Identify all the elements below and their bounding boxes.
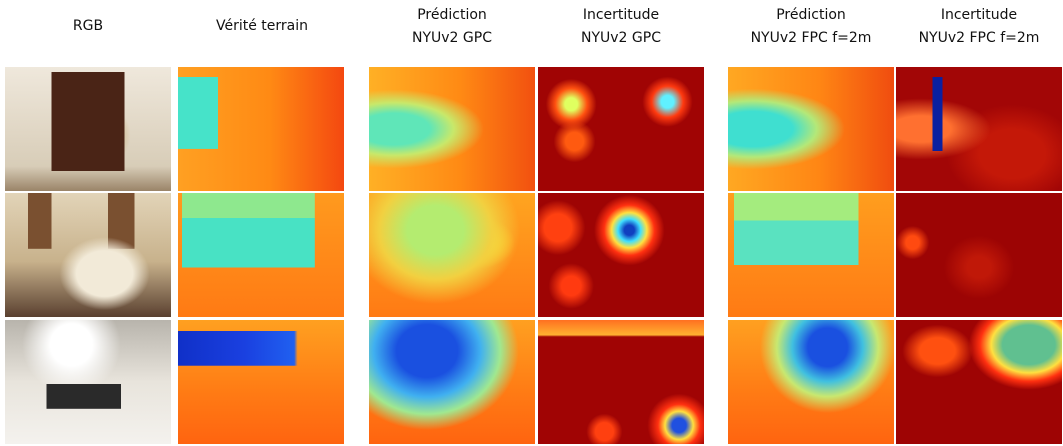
rgb-image bbox=[5, 193, 171, 317]
uncertainty-map bbox=[538, 193, 704, 317]
depth-prediction bbox=[728, 67, 894, 191]
uncertainty-map bbox=[538, 320, 704, 444]
uncertainty-map bbox=[896, 320, 1062, 444]
header-line: NYUv2 GPC bbox=[531, 27, 711, 50]
header-line: NYUv2 GPC bbox=[362, 27, 542, 50]
header-line: Prédiction bbox=[721, 4, 901, 27]
depth-prediction bbox=[369, 320, 535, 444]
header-line: NYUv2 FPC f=2m bbox=[721, 27, 901, 50]
depth-prediction bbox=[728, 193, 894, 317]
depth-ground-truth bbox=[178, 67, 344, 191]
column-header: RGB bbox=[0, 15, 178, 38]
rgb-image bbox=[5, 320, 171, 444]
uncertainty-map bbox=[538, 67, 704, 191]
depth-prediction bbox=[369, 67, 535, 191]
header-line: Incertitude bbox=[889, 4, 1063, 27]
page: RGB Vérité terrain PrédictionNYUv2 GPC I… bbox=[0, 0, 1063, 446]
header-line: Incertitude bbox=[531, 4, 711, 27]
header-line: NYUv2 FPC f=2m bbox=[889, 27, 1063, 50]
depth-ground-truth bbox=[178, 320, 344, 444]
header-line: Vérité terrain bbox=[172, 15, 352, 38]
uncertainty-map bbox=[896, 67, 1062, 191]
depth-prediction bbox=[728, 320, 894, 444]
column-header: Vérité terrain bbox=[172, 15, 352, 38]
header-line: Prédiction bbox=[362, 4, 542, 27]
uncertainty-map bbox=[896, 193, 1062, 317]
depth-prediction bbox=[369, 193, 535, 317]
header-line: RGB bbox=[0, 15, 178, 38]
depth-ground-truth bbox=[178, 193, 344, 317]
rgb-image bbox=[5, 67, 171, 191]
